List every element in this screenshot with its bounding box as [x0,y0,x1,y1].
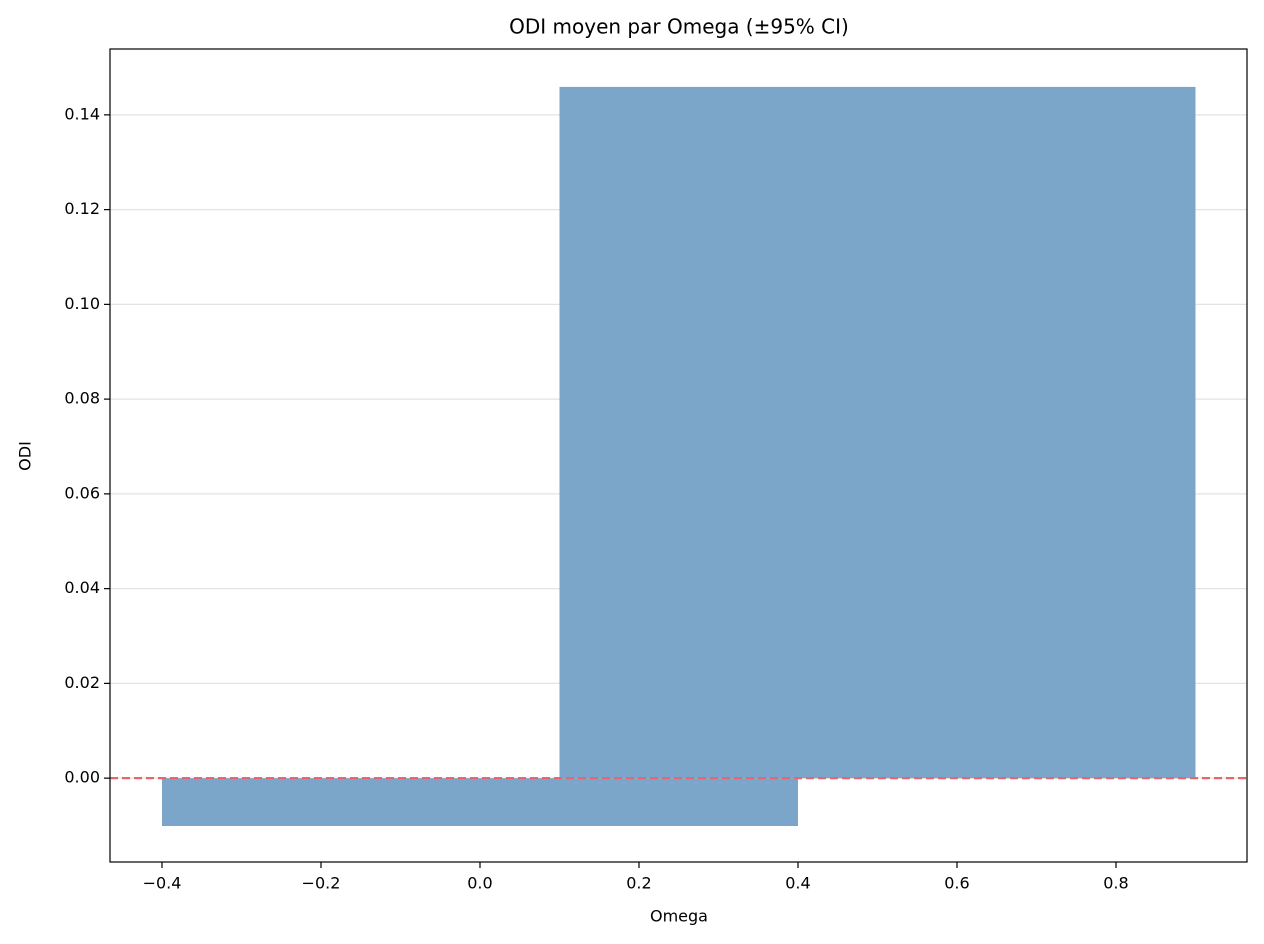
x-tick-label: −0.2 [302,874,341,893]
y-tick-label: 0.00 [64,768,100,787]
y-axis-label: ODI [16,441,35,471]
plot-frame [109,48,1248,863]
y-tick-label: 0.12 [64,199,100,218]
x-tick-label: 0.0 [467,874,492,893]
x-tick-label: 0.2 [626,874,651,893]
y-tick-label: 0.04 [64,578,100,597]
x-axis-label: Omega [650,907,708,926]
bar [559,86,1196,779]
chart-title: ODI moyen par Omega (±95% CI) [509,15,849,39]
x-tick-label: 0.8 [1103,874,1128,893]
x-tick-label: 0.6 [944,874,969,893]
y-tick-label: 0.08 [64,389,100,408]
y-tick-label: 0.14 [64,104,100,123]
x-tick-label: −0.4 [143,874,182,893]
y-tick-label: 0.02 [64,673,100,692]
y-tick-label: 0.06 [64,483,100,502]
y-tick-label: 0.10 [64,294,100,313]
bar [161,778,798,826]
x-tick-label: 0.4 [785,874,810,893]
